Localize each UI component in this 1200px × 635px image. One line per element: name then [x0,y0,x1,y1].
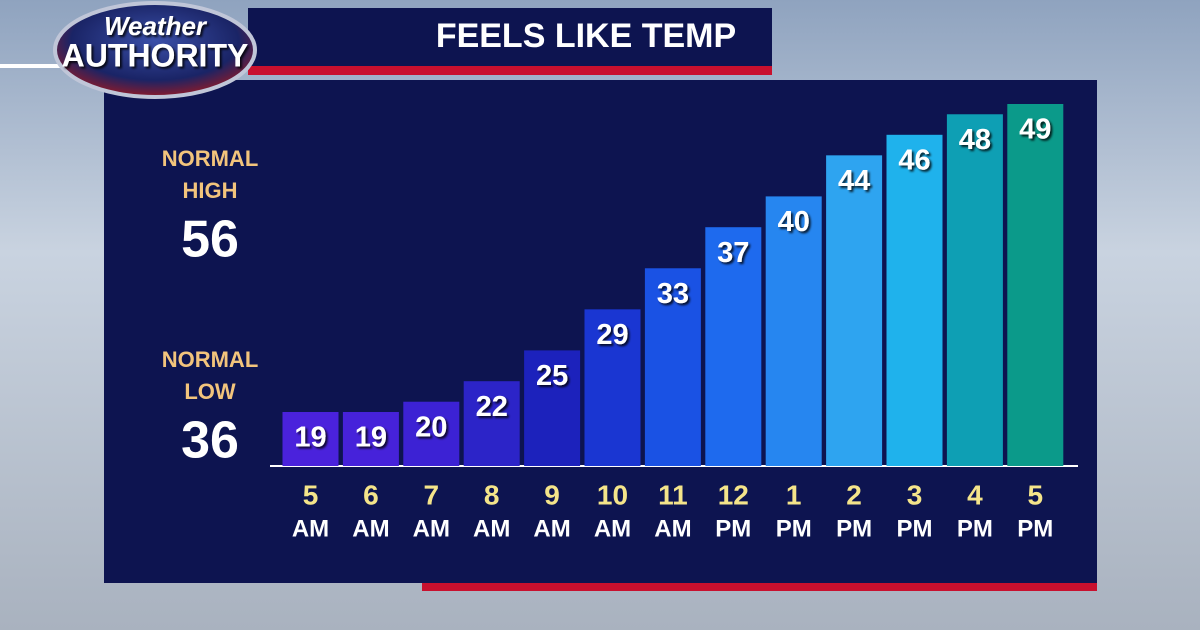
normal-label: HIGH [183,178,238,203]
x-tick-label: 1 [786,479,802,510]
x-tick-label: 3 [907,479,923,510]
value-label: 44 [838,165,870,197]
x-tick-period: PM [776,515,812,542]
value-label: 46 [898,144,930,176]
x-tick-label: 12 [718,479,749,510]
x-tick-label: 9 [544,479,560,510]
value-label: 49 [1019,114,1051,146]
title-stripe [248,66,772,75]
x-tick-period: AM [654,515,691,542]
value-label: 22 [476,391,508,423]
value-label: 20 [415,411,447,443]
x-tick-period: AM [292,515,329,542]
value-label: 19 [355,422,387,454]
x-tick-label: 4 [967,479,983,510]
normal-value: 56 [181,211,239,269]
x-tick-period: AM [594,515,631,542]
x-tick-period: PM [836,515,872,542]
normal-value: 36 [181,412,239,470]
x-tick-label: 8 [484,479,500,510]
logo-text: AUTHORITY [62,37,249,73]
bar [826,155,883,467]
title-bar [248,8,772,68]
x-tick-period: PM [715,515,751,542]
x-tick-period: AM [413,515,450,542]
value-label: 33 [657,278,689,310]
x-tick-label: 5 [303,479,319,510]
value-label: 25 [536,360,568,392]
x-tick-label: 7 [424,479,440,510]
normal-label: LOW [184,379,236,404]
bar [584,309,641,466]
panel-stripe [422,583,1097,591]
value-label: 37 [717,237,749,269]
x-tick-period: AM [473,515,510,542]
x-tick-label: 2 [846,479,862,510]
bar [705,227,762,466]
value-label: 19 [294,422,326,454]
chart-title: FEELS LIKE TEMP [436,17,736,55]
x-tick-period: PM [957,515,993,542]
logo-text: Weather [104,11,208,41]
bar [765,196,822,466]
normal-label: NORMAL [162,146,259,171]
bar [946,114,1003,467]
bar [403,401,460,466]
bar [342,412,399,466]
normal-label: NORMAL [162,347,259,372]
bar [524,350,581,466]
x-tick-label: 11 [658,479,688,510]
x-tick-period: AM [352,515,389,542]
logo-badge [53,1,257,99]
x-tick-label: 6 [363,479,379,510]
x-tick-period: AM [533,515,570,542]
x-tick-period: PM [897,515,933,542]
x-tick-label: 10 [597,479,628,510]
bar [282,412,339,466]
bar [886,134,943,467]
bar [463,381,520,466]
bar [1007,104,1064,466]
x-tick-label: 5 [1028,479,1044,510]
value-label: 29 [596,319,628,351]
value-label: 40 [778,206,810,238]
x-tick-period: PM [1017,515,1053,542]
value-label: 48 [959,124,991,156]
bar [644,268,701,466]
